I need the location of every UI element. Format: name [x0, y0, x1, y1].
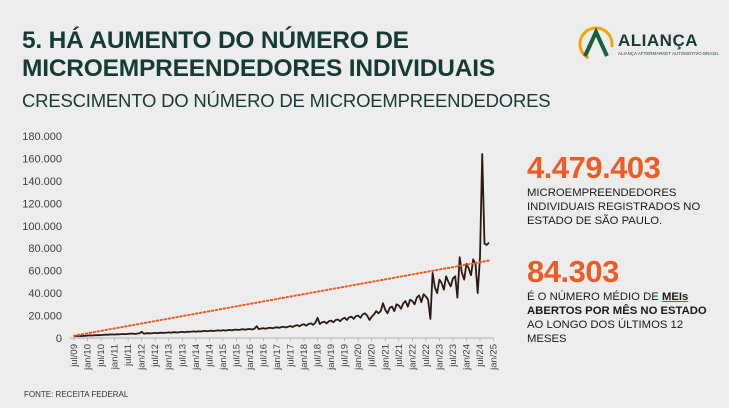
- alianca-logo: ALIANÇA ALIANÇA AFTERMARKET AUTOMOTIVO B…: [578, 24, 719, 64]
- x-tick-label: jan/10: [83, 344, 94, 371]
- x-tick-label: jul/18: [313, 344, 324, 368]
- total-meis-value: 4.479.403: [527, 150, 661, 185]
- x-tick-label: jul/22: [421, 344, 432, 368]
- x-tick-label: jul/21: [394, 344, 405, 368]
- y-tick-label: 20.000: [28, 311, 62, 323]
- y-tick-label: 120.000: [22, 198, 62, 210]
- x-tick-label: jul/19: [340, 344, 351, 368]
- x-tick-label: jan/20: [353, 344, 364, 371]
- x-tick-label: jan/24: [461, 344, 472, 371]
- x-tick-label: jan/11: [110, 344, 121, 370]
- x-tick-label: jan/21: [380, 344, 391, 371]
- monthly-average-description: É O NÚMERO MÉDIO DE MEIs ABERTOS POR MÊS…: [527, 290, 722, 346]
- y-tick-label: 100.000: [22, 221, 62, 233]
- x-tick-label: jul/20: [367, 344, 378, 368]
- x-tick-label: jan/14: [191, 344, 202, 371]
- x-tick-label: jan/13: [164, 344, 175, 371]
- monthly-desc-part-2: AO LONGO DOS ÚLTIMOS 12 MESES: [527, 319, 684, 345]
- monthly-desc-meis: MEIs: [661, 291, 689, 303]
- x-tick-label: jul/17: [286, 344, 297, 368]
- monthly-average-value: 84.303: [527, 254, 619, 289]
- y-tick-label: 40.000: [28, 288, 62, 300]
- logo-tagline: ALIANÇA AFTERMARKET AUTOMOTIVO BRASIL: [618, 51, 719, 56]
- chart-subtitle: CRESCIMENTO DO NÚMERO DE MICROEMPREENDED…: [22, 90, 551, 111]
- title-line-1: 5. HÁ AUMENTO DO NÚMERO DE: [22, 27, 409, 54]
- x-tick-label: jul/11: [123, 344, 134, 367]
- trend-line: [73, 259, 490, 337]
- line-chart: 0 20.000 40.000 60.000 80.000 100.000 120.000 1…: [22, 131, 500, 371]
- x-tick-label: jan/23: [434, 344, 445, 371]
- monthly-desc-bold: ABERTOS POR MÊS NO ESTADO: [527, 305, 707, 317]
- x-tick-label: jul/23: [448, 344, 459, 368]
- x-tick-label: jan/22: [407, 344, 418, 371]
- x-tick-label: jan/18: [299, 344, 310, 371]
- logo-name: ALIANÇA: [618, 31, 698, 50]
- x-tick-label: jan/17: [272, 344, 283, 371]
- x-tick-label: jan/12: [137, 344, 148, 371]
- x-tick-label: jul/09: [69, 344, 80, 368]
- x-tick-label: jul/15: [231, 344, 242, 368]
- x-tick-label: jan/16: [245, 344, 256, 371]
- y-tick-label: 180.000: [22, 131, 62, 143]
- alianca-logo-icon: [578, 26, 614, 62]
- y-tick-label: 160.000: [22, 153, 62, 165]
- y-tick-label: 80.000: [28, 243, 62, 255]
- x-tick-label: jan/19: [326, 344, 337, 371]
- x-tick-label: jul/12: [150, 344, 161, 368]
- source-note: FONTE: RECEITA FEDERAL: [24, 390, 129, 399]
- x-tick-label: jan/25: [489, 344, 500, 371]
- x-tick-label: jul/13: [177, 344, 188, 368]
- y-axis: 0 20.000 40.000 60.000 80.000 100.000 120.000 1…: [22, 131, 62, 345]
- x-tick-label: jan/15: [218, 344, 229, 371]
- total-meis-description: MICROEMPREENDEDORES INDIVIDUAIS REGISTRA…: [527, 187, 701, 227]
- x-axis: jul/09 jan/10 jul/10 jan/11 jul/11 jan/12 jul/…: [69, 338, 500, 371]
- y-tick-label: 140.000: [22, 176, 62, 188]
- y-tick-label: 0: [56, 333, 62, 345]
- x-tick-label: jul/16: [258, 344, 269, 368]
- monthly-desc-part-1: É O NÚMERO MÉDIO DE: [527, 291, 662, 303]
- y-tick-label: 60.000: [28, 266, 62, 278]
- x-tick-label: jul/24: [475, 344, 486, 368]
- page-title: 5. HÁ AUMENTO DO NÚMERO DE MICROEMPREEND…: [22, 27, 542, 83]
- title-line-2: MICROEMPREENDEDORES INDIVIDUAIS: [22, 55, 495, 82]
- series-line-meis: [73, 153, 490, 338]
- x-tick-label: jul/10: [96, 344, 107, 368]
- x-tick-label: jul/14: [204, 344, 215, 368]
